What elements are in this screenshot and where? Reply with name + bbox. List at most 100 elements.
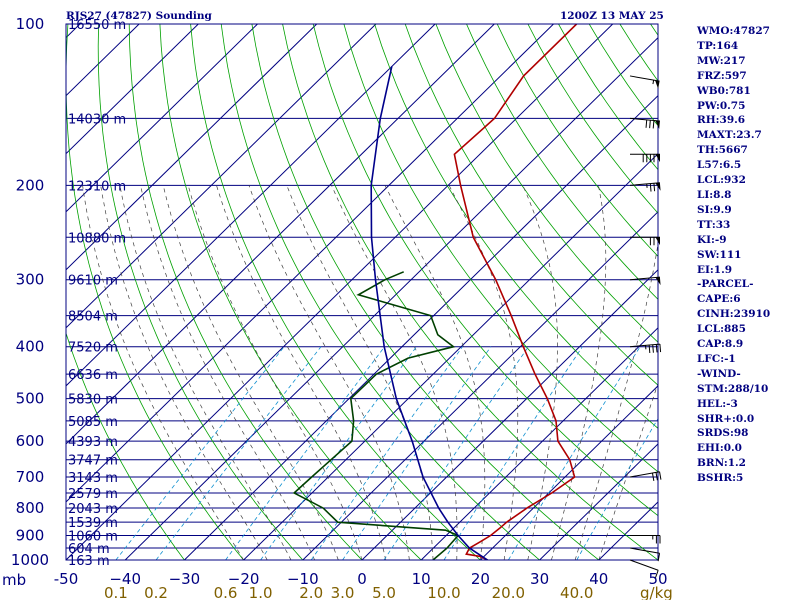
stats-line: LI:8.8 xyxy=(697,188,732,201)
series-parcel-line xyxy=(370,66,488,560)
stats-line: FRZ:597 xyxy=(697,69,747,82)
height-tick-label: 2043 m xyxy=(68,502,118,517)
pressure-tick-label: 300 xyxy=(16,271,45,289)
mixing-ratio-line xyxy=(155,346,322,560)
mixing-ratio-tick-label: 0.2 xyxy=(144,584,168,600)
isotherm-line xyxy=(124,36,658,560)
wind-barb-flag xyxy=(657,553,661,562)
x-tick-label: 50 xyxy=(648,570,667,588)
background-grid xyxy=(66,24,658,560)
stats-line: RH:39.6 xyxy=(697,114,746,127)
wind-barb-staff xyxy=(629,117,660,122)
mixing-ratio-tick-label: 5.0 xyxy=(372,584,396,600)
height-tick-label: 4393 m xyxy=(68,435,118,450)
isotherm-line xyxy=(66,24,377,329)
isotherm-line xyxy=(66,24,258,213)
stats-line: KI:-9 xyxy=(697,233,727,246)
moist-adiabat-line xyxy=(598,382,658,560)
height-tick-label: 14030 m xyxy=(68,112,126,127)
height-tick-label: 5085 m xyxy=(68,415,118,430)
height-tick-label: 7520 m xyxy=(68,341,118,356)
dry-adiabat-line xyxy=(496,24,658,257)
pressure-tick-label: 700 xyxy=(16,468,45,486)
dry-adiabat-line xyxy=(343,24,658,473)
wind-barb-flag xyxy=(649,120,651,129)
wind-barb-staff xyxy=(629,471,660,478)
x-tick-label: 40 xyxy=(589,570,608,588)
stats-line: MW:217 xyxy=(697,54,746,67)
pressure-tick-label: 100 xyxy=(16,15,45,33)
isotherm-line xyxy=(66,24,318,271)
pressure-tick-label: 600 xyxy=(16,432,45,450)
dry-adiabat-line xyxy=(66,331,185,560)
isotherm-line xyxy=(243,153,658,560)
height-tick-label: 1060 m xyxy=(68,529,118,544)
stats-line: LFC:-1 xyxy=(697,352,736,365)
pressure-tick-label: 400 xyxy=(16,338,45,356)
wind-barb-staff xyxy=(629,547,660,554)
height-tick-label: 3143 m xyxy=(68,471,118,486)
wind-barb-flag xyxy=(659,471,662,480)
wind-barb-flag xyxy=(659,344,662,353)
mixing-ratio-tick-label: 10.0 xyxy=(427,584,460,600)
mixing-ratio-tick-label: 0.6 xyxy=(214,584,238,600)
stats-line: -PARCEL- xyxy=(697,278,754,291)
moist-adiabat-line xyxy=(162,185,339,560)
height-tick-label: 10880 m xyxy=(68,231,126,246)
isotherm-line xyxy=(480,385,658,560)
stats-line: TH:5667 xyxy=(697,144,748,157)
wind-barb-pennant xyxy=(655,277,661,286)
mixing-ratio-tick-label: 1.0 xyxy=(249,584,273,600)
stats-line: MAXT:23.7 xyxy=(697,129,762,142)
isotherm-line xyxy=(66,24,436,387)
stats-line: L57:6.5 xyxy=(697,159,742,172)
mixing-ratio-line xyxy=(260,346,417,560)
mixing-ratio-line xyxy=(508,346,641,560)
sounding-title: RJS27 (47827) Sounding xyxy=(66,10,212,22)
wind-barbs xyxy=(629,75,662,578)
series-temperature-line xyxy=(453,24,578,560)
height-tick-label: 3747 m xyxy=(68,454,118,469)
pressure-tick-label: 500 xyxy=(16,390,45,408)
mixing-ratio-line xyxy=(225,346,385,560)
isotherm-line xyxy=(539,443,658,560)
moist-adiabat-line xyxy=(522,185,558,560)
wind-barb-staff xyxy=(629,182,660,186)
wind-barb xyxy=(630,534,661,544)
wind-barb-pennant xyxy=(655,120,660,129)
series-dewpoint-line xyxy=(292,271,460,560)
wind-barb-pennant xyxy=(655,182,661,191)
height-tick-label: 604 m xyxy=(68,542,110,557)
moist-adiabat-line xyxy=(574,241,658,560)
wind-barb xyxy=(630,236,660,246)
wind-barb-flag xyxy=(651,472,655,481)
height-tick-label: 2579 m xyxy=(68,487,118,502)
wind-barb-flag xyxy=(652,344,654,353)
stats-line: SI:9.9 xyxy=(697,203,732,216)
stats-line: BSHR:5 xyxy=(697,472,744,485)
height-tick-label: 6636 m xyxy=(68,368,118,383)
stats-panel: WMO:47827 TP:164 MW:217 FRZ:597 WB0:781 PW:0.… xyxy=(697,24,800,486)
mixing-ratio-tick-label: 0.1 xyxy=(104,584,128,600)
dry-adiabat-line xyxy=(312,24,658,517)
wind-barb-staff xyxy=(629,75,660,82)
wind-barb xyxy=(629,471,662,481)
wind-barb-flag xyxy=(653,183,656,192)
stats-line: LCL:932 xyxy=(697,174,746,187)
isotherm-line xyxy=(184,94,658,560)
x-tick-label: −30 xyxy=(169,570,201,588)
stats-line: LCL:885 xyxy=(697,323,746,336)
moist-adiabat-line xyxy=(100,185,268,560)
dry-adiabat-line xyxy=(159,24,422,560)
stats-line: EI:1.9 xyxy=(697,263,733,276)
mixing-ratio-line xyxy=(310,346,463,560)
wind-barb xyxy=(629,547,661,562)
x-tick-label: 0 xyxy=(357,570,367,588)
stats-line: SRDS:98 xyxy=(697,427,749,440)
isotherm-line xyxy=(420,327,658,560)
stats-line: BRN:1.2 xyxy=(697,457,746,470)
wind-barb-staff xyxy=(629,276,660,281)
wind-barb-flag xyxy=(649,183,652,192)
